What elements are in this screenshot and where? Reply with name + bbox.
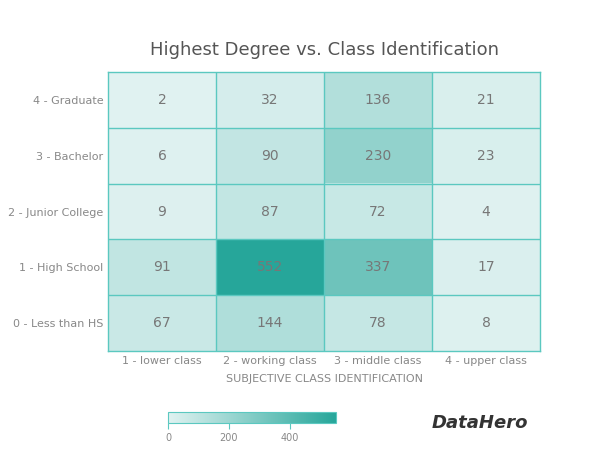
Text: 552: 552 bbox=[257, 260, 283, 274]
Text: 6: 6 bbox=[158, 148, 166, 163]
Text: 23: 23 bbox=[477, 148, 495, 163]
Text: 337: 337 bbox=[365, 260, 391, 274]
Text: 9: 9 bbox=[158, 204, 166, 219]
Text: 32: 32 bbox=[261, 93, 279, 107]
Text: 72: 72 bbox=[369, 204, 387, 219]
Text: 21: 21 bbox=[477, 93, 495, 107]
Text: 78: 78 bbox=[369, 316, 387, 330]
Title: Highest Degree vs. Class Identification: Highest Degree vs. Class Identification bbox=[149, 41, 499, 59]
Text: 8: 8 bbox=[482, 316, 490, 330]
Text: 17: 17 bbox=[477, 260, 495, 274]
Text: 67: 67 bbox=[153, 316, 171, 330]
Text: 4: 4 bbox=[482, 204, 490, 219]
Text: 2: 2 bbox=[158, 93, 166, 107]
Text: 91: 91 bbox=[153, 260, 171, 274]
Text: DataHero: DataHero bbox=[431, 414, 528, 432]
Text: 230: 230 bbox=[365, 148, 391, 163]
Text: 87: 87 bbox=[261, 204, 279, 219]
Text: 90: 90 bbox=[261, 148, 279, 163]
Text: 144: 144 bbox=[257, 316, 283, 330]
Text: 136: 136 bbox=[365, 93, 391, 107]
X-axis label: SUBJECTIVE CLASS IDENTIFICATION: SUBJECTIVE CLASS IDENTIFICATION bbox=[226, 374, 422, 384]
